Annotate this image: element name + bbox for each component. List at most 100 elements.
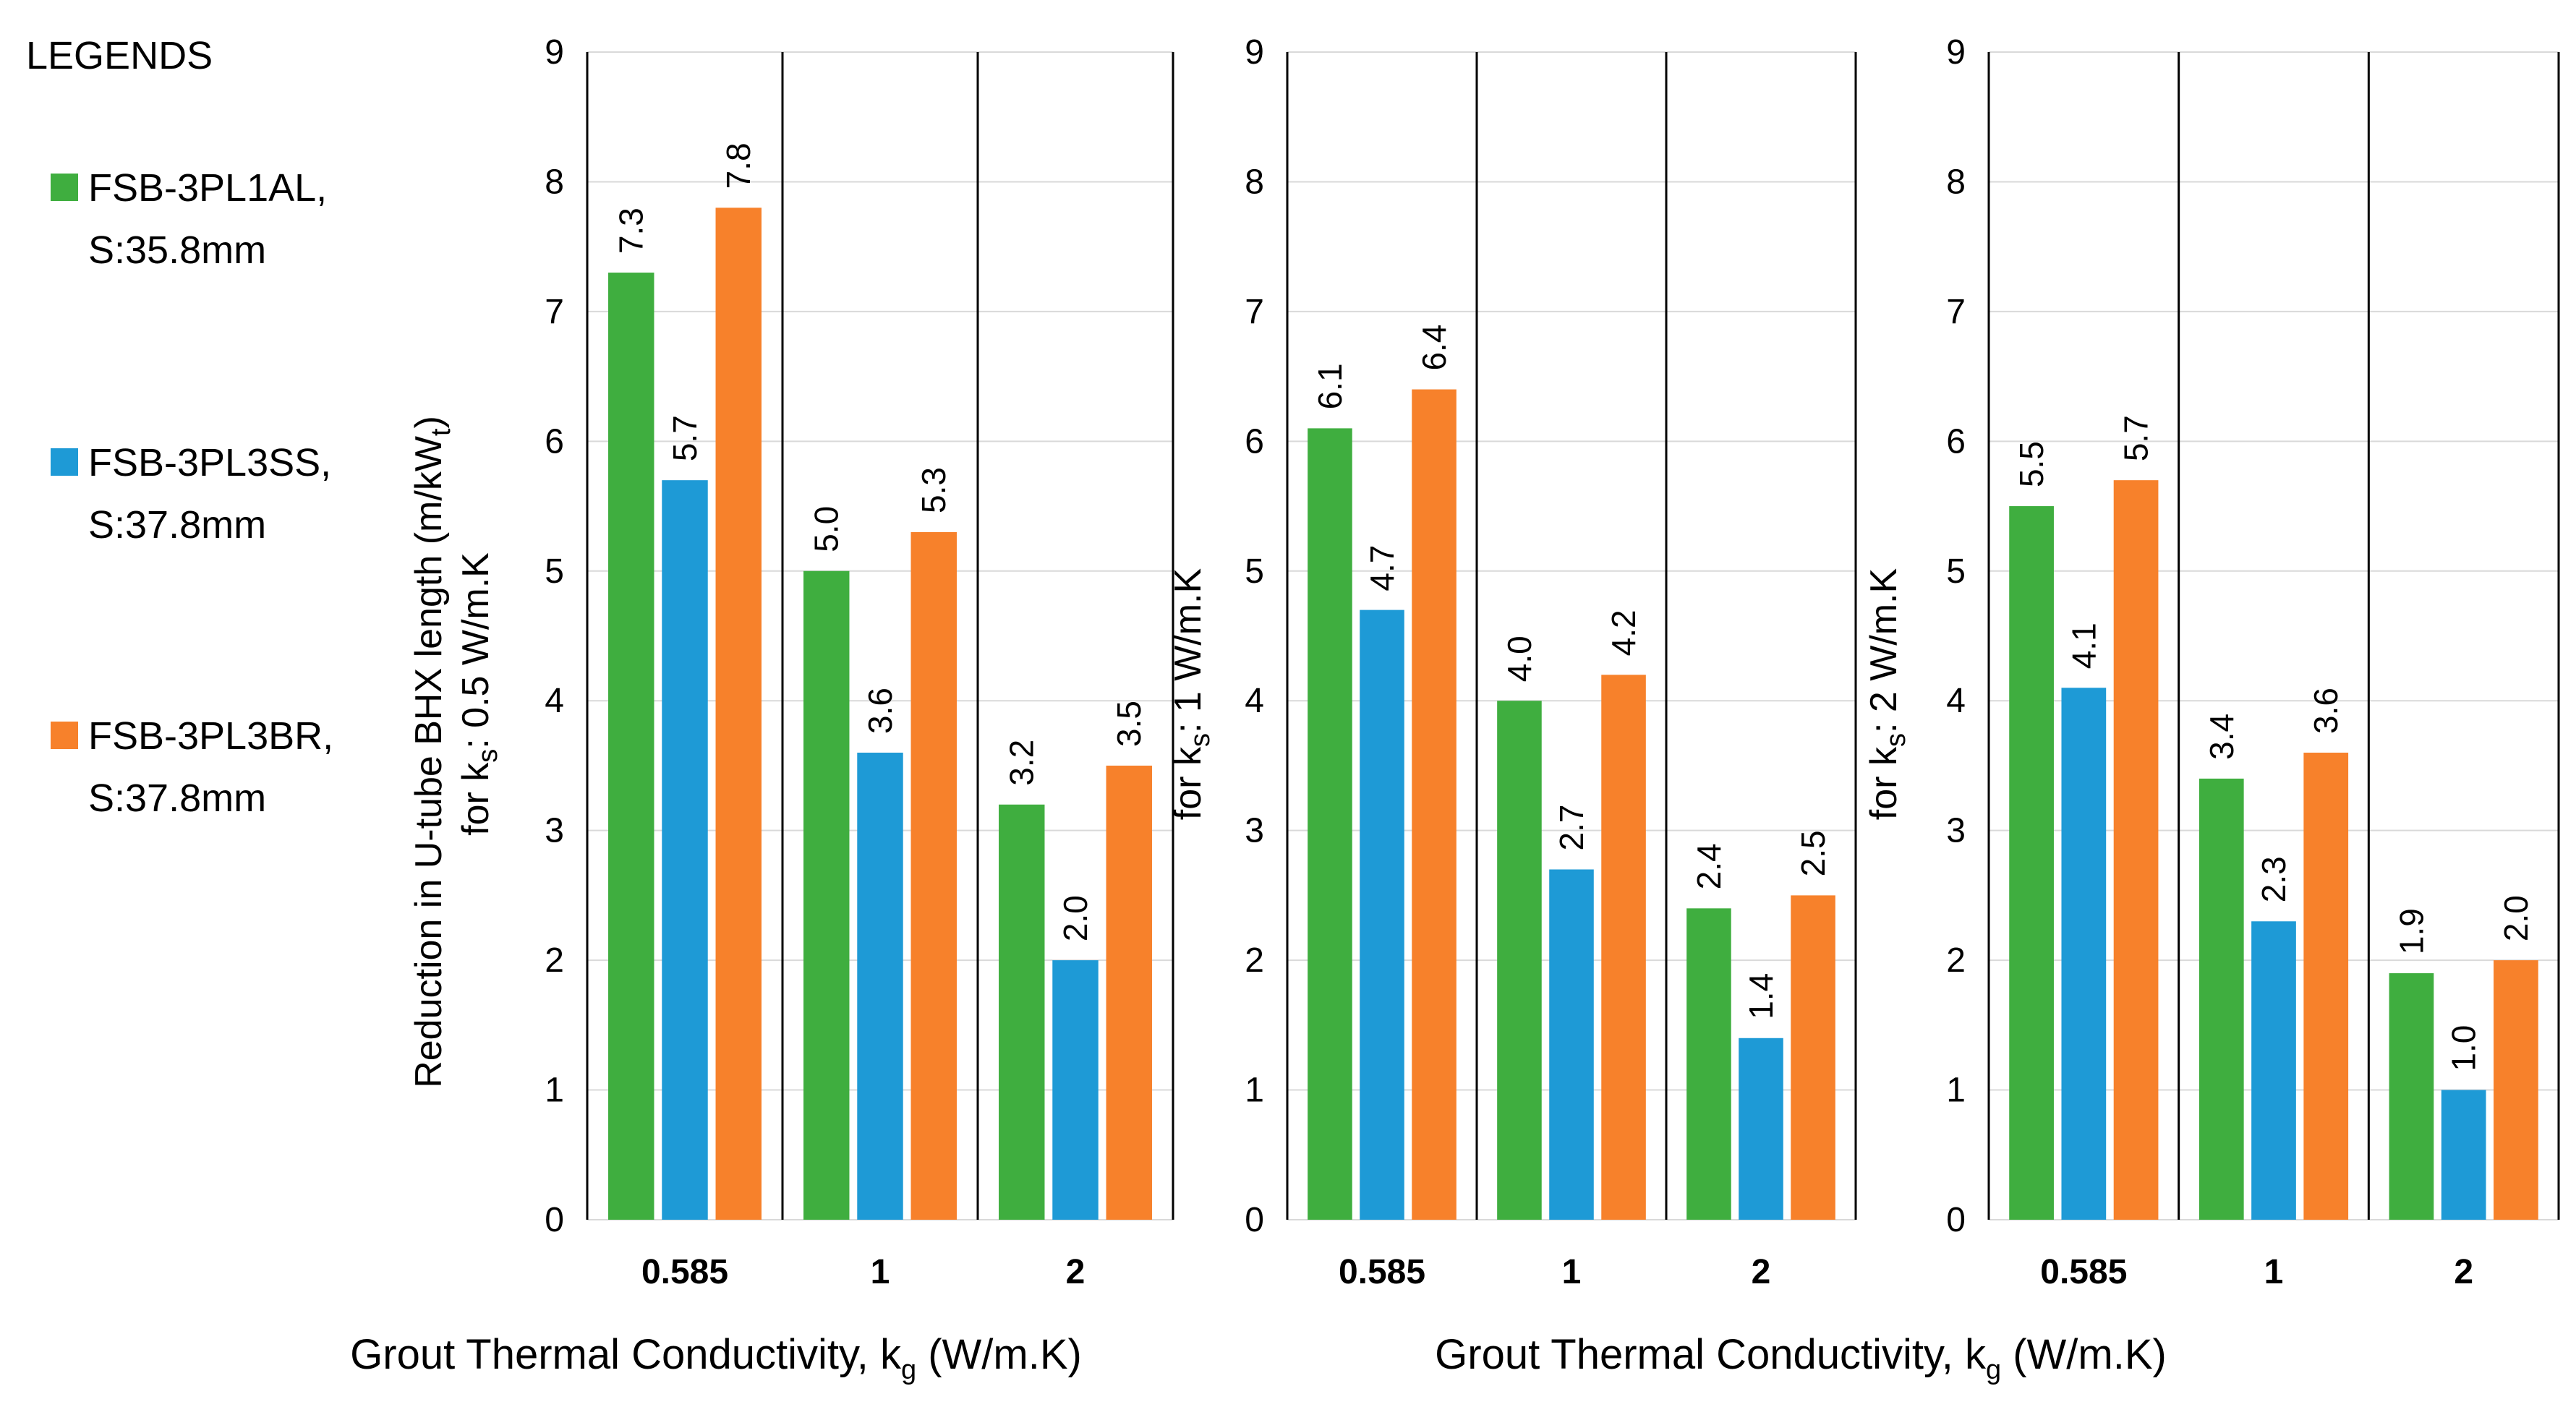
y-tick-label: 9: [1245, 33, 1264, 72]
data-label: 2.3: [2255, 856, 2293, 902]
data-label: 5.7: [2117, 415, 2155, 461]
data-label: 6.1: [1311, 363, 1349, 409]
category-label: 1: [2264, 1253, 2284, 1291]
legend-title: LEGENDS: [26, 34, 213, 77]
y-tick-label: 6: [1245, 422, 1264, 461]
x-axis-title-right: Grout Thermal Conductivity, kg (W/m.K): [1435, 1331, 2167, 1385]
bar: [1497, 701, 1542, 1220]
y-tick-label: 6: [545, 422, 564, 461]
category-label: 2: [1752, 1253, 1771, 1291]
bar: [1601, 675, 1646, 1220]
bar: [1686, 908, 1731, 1220]
y-tick-label: 3: [1946, 812, 1966, 850]
y-tick-label: 7: [1946, 293, 1966, 331]
category-label: 0.585: [2040, 1253, 2127, 1291]
data-label: 3.2: [1003, 740, 1041, 786]
data-label: 2.0: [2497, 895, 2535, 941]
bar: [662, 480, 708, 1220]
data-label: 4.1: [2065, 623, 2102, 669]
data-label: 3.4: [2203, 714, 2240, 760]
data-label: 4.7: [1363, 545, 1401, 591]
y-tick-label: 6: [1946, 422, 1966, 461]
y-tick-label: 8: [545, 163, 564, 201]
y-tick-label: 9: [1946, 33, 1966, 72]
y-tick-label: 0: [545, 1201, 564, 1239]
category-label: 0.585: [1339, 1253, 1425, 1291]
data-label: 4.2: [1605, 610, 1642, 656]
legend-label-1-line1: FSB-3PL1AL,: [88, 166, 327, 210]
legend-swatch-orange: [51, 722, 78, 749]
data-label: 5.7: [666, 415, 704, 461]
data-label: 3.6: [861, 688, 899, 734]
bar: [910, 531, 957, 1220]
data-label: 6.4: [1415, 325, 1453, 371]
y-tick-label: 2: [1245, 941, 1264, 980]
y-tick-label: 8: [1946, 163, 1966, 201]
data-label: 7.3: [613, 208, 650, 254]
data-label: 5.0: [808, 506, 845, 552]
bar: [2389, 973, 2434, 1220]
bar: [2251, 921, 2296, 1220]
legend-label-3-line1: FSB-3PL3BR,: [88, 714, 333, 758]
y-tick-label: 5: [1245, 552, 1264, 591]
bar: [608, 273, 654, 1220]
legend-label-3-line2: S:37.8mm: [88, 777, 266, 820]
category-label: 1: [1562, 1253, 1582, 1291]
bar: [1412, 389, 1457, 1220]
y-tick-label: 1: [545, 1072, 564, 1110]
bar: [2198, 778, 2244, 1220]
y-tick-label: 1: [1245, 1072, 1264, 1110]
legend: LEGENDS FSB-3PL1AL, S:35.8mm FSB-3PL3SS,…: [26, 34, 333, 820]
bar: [1052, 960, 1099, 1220]
category-label: 0.585: [641, 1253, 728, 1291]
category-label: 2: [1066, 1253, 1086, 1291]
data-label: 2.7: [1553, 805, 1590, 851]
y-tick-label: 5: [545, 552, 564, 591]
y-tick-label: 4: [1245, 682, 1264, 720]
category-label: 2: [2454, 1253, 2473, 1291]
y-axis-title-main: Reduction in U-tube BHX length (m/kWt): [408, 416, 456, 1088]
data-label: 2.5: [1794, 830, 1832, 876]
data-label: 1.0: [2445, 1025, 2483, 1072]
bar: [2113, 480, 2159, 1220]
data-label: 2.0: [1057, 895, 1094, 941]
y-axis-subtitle: for ks: 2 W/m.K: [1863, 568, 1911, 821]
y-tick-label: 5: [1946, 552, 1966, 591]
y-tick-label: 7: [545, 293, 564, 331]
x-axis-title-left: Grout Thermal Conductivity, kg (W/m.K): [350, 1331, 1082, 1385]
bar: [2061, 688, 2107, 1220]
y-axis-subtitle: for ks: 0.5 W/m.K: [455, 552, 503, 836]
bar: [2441, 1090, 2486, 1220]
bar: [1360, 610, 1404, 1220]
legend-label-2-line1: FSB-3PL3SS,: [88, 441, 331, 484]
bar: [715, 208, 762, 1220]
legend-swatch-blue: [51, 448, 78, 476]
legend-swatch-green: [51, 174, 78, 201]
bar: [1549, 869, 1594, 1220]
y-tick-label: 7: [1245, 293, 1264, 331]
data-label: 5.5: [2013, 441, 2050, 487]
data-label: 1.4: [1742, 973, 1780, 1019]
chart-panel-ks-2: 0 1 2 3 4 5 6 7 8 9 5.5 4.1 5.7 0.585 3.4 2.3 3.6 1 1.9 1.0…: [1863, 33, 2560, 1291]
legend-label-2-line2: S:37.8mm: [88, 503, 266, 547]
data-label: 3.6: [2307, 688, 2345, 734]
bar: [1106, 765, 1152, 1220]
y-axis-subtitle: for ks: 1 W/m.K: [1167, 568, 1216, 821]
y-tick-label: 1: [1946, 1072, 1966, 1110]
y-tick-label: 9: [545, 33, 564, 72]
bar: [1308, 428, 1352, 1220]
y-tick-label: 4: [545, 682, 564, 720]
data-label: 2.4: [1690, 843, 1728, 889]
chart-panel-ks-1: 0 1 2 3 4 5 6 7 8 9 6.1 4.7 6.4 0.585 4.0 2.7 4.2 1 2.4 1.4…: [1167, 33, 1857, 1291]
bar: [2303, 753, 2349, 1220]
bar: [2009, 506, 2054, 1220]
bar: [1791, 895, 1835, 1220]
chart-panel-ks-0.5: 0 1 2 3 4 5 6 7 8 9 7.3 5.7 7.8 0.585 5.0 3.6 5.3 1 3.2 2.0…: [455, 33, 1174, 1291]
bar: [803, 570, 850, 1220]
data-label: 5.3: [915, 467, 952, 513]
data-label: 7.8: [720, 142, 757, 189]
bar: [857, 753, 903, 1220]
legend-label-1-line2: S:35.8mm: [88, 228, 266, 272]
y-tick-label: 3: [1245, 812, 1264, 850]
